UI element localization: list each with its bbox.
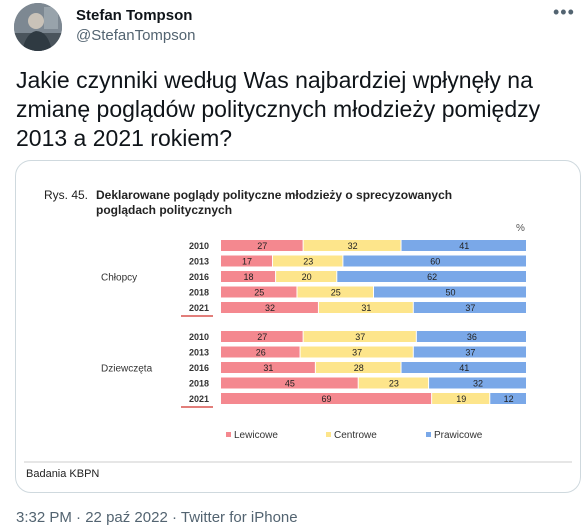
bar-segment-lewicowe <box>221 377 358 389</box>
data-label: 27 <box>257 332 267 342</box>
data-label: 20 <box>302 272 312 282</box>
bar-segment-lewicowe <box>221 255 273 267</box>
data-label: 25 <box>331 288 341 298</box>
data-label: 23 <box>389 379 399 389</box>
chart-figure: Rys. 45. Deklarowane poglądy polityczne … <box>24 188 572 480</box>
bar-segment-lewicowe <box>221 286 297 298</box>
data-label: 31 <box>361 303 371 313</box>
meta-separator: · <box>171 509 177 526</box>
year-label: 2010 <box>189 241 209 251</box>
data-label: 32 <box>265 303 275 313</box>
bar-segment-prawicowe <box>401 240 526 251</box>
bar-segment-prawicowe <box>429 377 526 389</box>
data-label: 32 <box>473 379 483 389</box>
author-handle[interactable]: @StefanTompson <box>76 27 196 44</box>
group-label-dziewczeta: Dziewczęta <box>101 364 153 375</box>
percent-label: % <box>516 223 525 234</box>
data-label: 18 <box>244 272 254 282</box>
year-label: 2021 <box>189 303 209 313</box>
tweet-media-image[interactable]: Rys. 45. Deklarowane poglądy polityczne … <box>15 160 581 493</box>
data-label: 45 <box>285 379 295 389</box>
bar-segment-lewicowe <box>221 362 315 373</box>
data-label: 19 <box>456 394 466 404</box>
bar-segment-centrowe <box>318 302 413 313</box>
bar-segment-lewicowe <box>221 331 303 342</box>
data-label: 60 <box>430 257 440 267</box>
data-label: 37 <box>465 348 475 358</box>
data-label: 26 <box>256 348 266 358</box>
bar-segment-lewicowe <box>221 302 318 313</box>
data-label: 50 <box>445 288 455 298</box>
legend-label-lewicowe: Lewicowe <box>234 430 278 441</box>
year-label: 2021 <box>189 394 209 404</box>
bar-segment-lewicowe <box>221 240 303 251</box>
legend-swatch-lewicowe <box>226 432 231 437</box>
data-label: 23 <box>303 257 313 267</box>
bar-segment-prawicowe <box>343 255 526 267</box>
bar-segment-prawicowe <box>416 331 526 342</box>
source-note: Badania KBPN <box>26 468 99 480</box>
chart-title-line1: Deklarowane poglądy polityczne młodzieży… <box>96 188 452 202</box>
bar-segment-lewicowe <box>221 271 276 282</box>
tweet-source[interactable]: Twitter for iPhone <box>180 509 298 526</box>
chart-legend: Lewicowe Centrowe Prawicowe <box>226 430 483 441</box>
chart-bars: Chłopcy 2010 27 32 41 2013 17 23 60 2016 18 20 62 201… <box>101 240 526 408</box>
year-label: 2018 <box>189 288 209 298</box>
author-avatar[interactable] <box>14 3 62 51</box>
bar-segment-lewicowe <box>221 393 432 404</box>
data-label: 41 <box>459 241 469 251</box>
legend-swatch-centrowe <box>326 432 331 437</box>
data-label: 27 <box>257 241 267 251</box>
legend-label-centrowe: Centrowe <box>334 430 377 441</box>
tweet-text: Jakie czynniki według Was najbardziej wp… <box>16 67 541 151</box>
bar-segment-prawicowe <box>413 302 526 313</box>
bar-segment-centrowe <box>276 271 337 282</box>
bar-segment-centrowe <box>303 240 401 251</box>
data-label: 41 <box>459 363 469 373</box>
bar-segment-lewicowe <box>221 346 300 358</box>
more-options-icon[interactable]: ••• <box>553 2 575 22</box>
bar-segment-prawicowe <box>374 286 526 298</box>
tweet-time[interactable]: 3:32 PM <box>16 509 72 526</box>
bar-segment-prawicowe <box>490 393 526 404</box>
data-label: 69 <box>322 394 332 404</box>
bar-segment-centrowe <box>273 255 343 267</box>
figure-number: Rys. 45. <box>44 188 88 202</box>
bar-segment-centrowe <box>303 331 416 342</box>
tweet-date[interactable]: 22 paź 2022 <box>85 509 168 526</box>
bar-segment-prawicowe <box>401 362 526 373</box>
meta-separator: · <box>76 509 82 526</box>
data-label: 37 <box>355 332 365 342</box>
bar-segment-centrowe <box>315 362 401 373</box>
data-label: 37 <box>352 348 362 358</box>
year-label: 2016 <box>189 272 209 282</box>
data-label: 62 <box>427 272 437 282</box>
year-label: 2013 <box>189 257 209 267</box>
chart-title-line2: poglądach politycznych <box>96 203 232 217</box>
data-label: 36 <box>467 332 477 342</box>
legend-swatch-prawicowe <box>426 432 431 437</box>
bar-segment-centrowe <box>432 393 490 404</box>
bar-segment-prawicowe <box>337 271 526 282</box>
data-label: 37 <box>465 303 475 313</box>
author-name[interactable]: Stefan Tompson <box>76 7 193 24</box>
year-label: 2013 <box>189 348 209 358</box>
bar-segment-centrowe <box>297 286 373 298</box>
bar-segment-centrowe <box>358 377 429 389</box>
year-label: 2010 <box>189 332 209 342</box>
legend-label-prawicowe: Prawicowe <box>434 430 483 441</box>
data-label: 31 <box>263 363 273 373</box>
bar-segment-prawicowe <box>413 346 526 358</box>
data-label: 32 <box>348 241 358 251</box>
data-label: 12 <box>504 394 514 404</box>
bar-segment-centrowe <box>300 346 413 358</box>
data-label: 25 <box>254 288 264 298</box>
year-label: 2016 <box>189 363 209 373</box>
year-label: 2018 <box>189 379 209 389</box>
data-label: 17 <box>242 257 252 267</box>
tweet-meta: 3:32 PM · 22 paź 2022 · Twitter for iPho… <box>16 509 298 526</box>
avatar-image <box>14 3 62 51</box>
group-label-chlopcy: Chłopcy <box>101 273 137 284</box>
data-label: 28 <box>354 363 364 373</box>
